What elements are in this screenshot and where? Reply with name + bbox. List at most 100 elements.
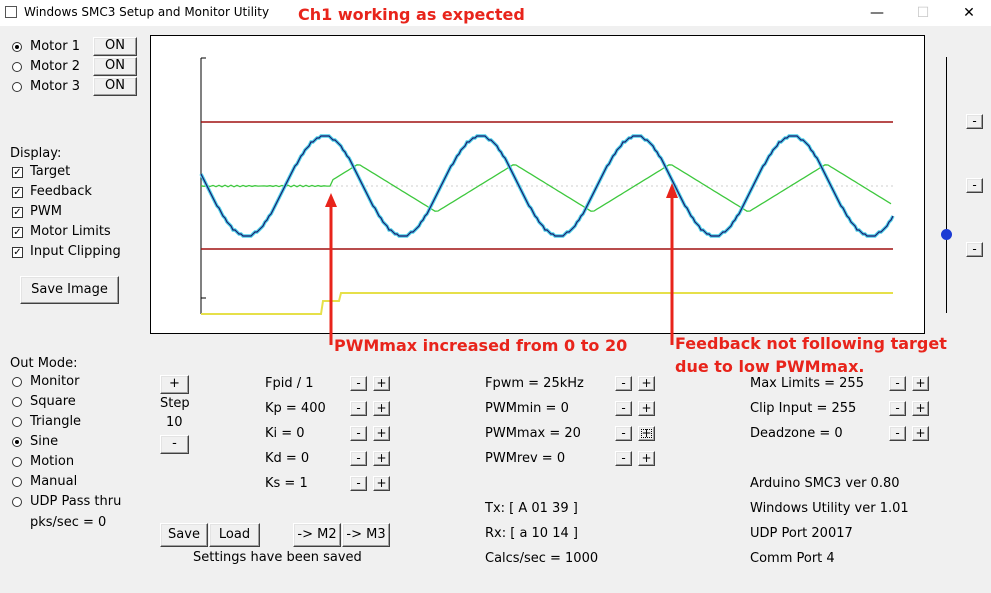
- pwmmin-minus-button[interactable]: -: [615, 401, 632, 416]
- feedback-checkbox[interactable]: ✓: [12, 187, 23, 198]
- kd-minus-button[interactable]: -: [350, 451, 367, 466]
- rx-readout: Rx: [ a 10 14 ]: [485, 526, 578, 541]
- fpwm-minus-button[interactable]: -: [615, 376, 632, 391]
- fpwm-label: Fpwm = 25kHz: [485, 376, 584, 391]
- pwmmax-plus-button[interactable]: +: [638, 426, 655, 441]
- mode-sine-radio[interactable]: [12, 437, 22, 447]
- ks-plus-button[interactable]: +: [373, 476, 390, 491]
- pwmmax-minus-button[interactable]: -: [615, 426, 632, 441]
- copy-to-m2-button[interactable]: -> M2: [293, 523, 341, 547]
- motor-3-label: Motor 3: [30, 79, 80, 94]
- target-checkbox[interactable]: ✓: [12, 167, 23, 178]
- clip-input-minus-button[interactable]: -: [889, 401, 906, 416]
- fpwm-plus-button[interactable]: +: [638, 376, 655, 391]
- settings-status: Settings have been saved: [193, 550, 362, 565]
- max-limits-minus-button[interactable]: -: [889, 376, 906, 391]
- pks-readout: pks/sec = 0: [30, 515, 107, 530]
- maximize-icon[interactable]: ☐: [916, 5, 930, 21]
- pwmmax-label: PWMmax = 20: [485, 426, 581, 441]
- annotation-pwmmax: PWMmax increased from 0 to 20: [334, 336, 628, 355]
- mode-monitor-radio[interactable]: [12, 377, 22, 387]
- load-button[interactable]: Load: [209, 523, 260, 547]
- clip-input-label: Clip Input = 255: [750, 401, 857, 416]
- monitor-chart: [150, 35, 925, 334]
- pwmrev-plus-button[interactable]: +: [638, 451, 655, 466]
- pwmrev-minus-button[interactable]: -: [615, 451, 632, 466]
- annotation-ch1: Ch1 working as expected: [298, 5, 525, 24]
- deadzone-plus-button[interactable]: +: [912, 426, 929, 441]
- kd-label: Kd = 0: [265, 451, 310, 466]
- motor-1-on-button[interactable]: ON: [93, 37, 137, 56]
- tx-readout: Tx: [ A 01 39 ]: [485, 501, 578, 516]
- mode-manual-label: Manual: [30, 474, 78, 489]
- annotation-feedback-line2: due to low PWMmax.: [675, 357, 865, 376]
- motor-1-label: Motor 1: [30, 39, 80, 54]
- step-plus-button[interactable]: +: [160, 375, 189, 394]
- annotation-feedback-line1: Feedback not following target: [675, 334, 947, 353]
- window-title: Windows SMC3 Setup and Monitor Utility: [24, 5, 270, 19]
- ks-minus-button[interactable]: -: [350, 476, 367, 491]
- mode-triangle-radio[interactable]: [12, 417, 22, 427]
- comm-port: Comm Port 4: [750, 551, 835, 566]
- arduino-version: Arduino SMC3 ver 0.80: [750, 476, 900, 491]
- slider-top-button[interactable]: -: [966, 114, 983, 129]
- mode-motion-label: Motion: [30, 454, 75, 469]
- mode-sine-label: Sine: [30, 434, 59, 449]
- motor-2-on-button[interactable]: ON: [93, 57, 137, 76]
- step-value: 10: [166, 415, 183, 430]
- motor-limits-label: Motor Limits: [30, 224, 111, 239]
- mode-triangle-label: Triangle: [30, 414, 82, 429]
- mode-square-radio[interactable]: [12, 397, 22, 407]
- ki-plus-button[interactable]: +: [373, 426, 390, 441]
- mode-square-label: Square: [30, 394, 76, 409]
- mode-manual-radio[interactable]: [12, 477, 22, 487]
- close-icon[interactable]: ✕: [963, 5, 975, 21]
- pwmmin-label: PWMmin = 0: [485, 401, 569, 416]
- title-bar: [0, 0, 991, 26]
- out-mode-heading: Out Mode:: [10, 356, 78, 371]
- chart-scale-slider-thumb[interactable]: [941, 229, 952, 240]
- target-label: Target: [30, 164, 71, 179]
- kp-label: Kp = 400: [265, 401, 326, 416]
- ki-label: Ki = 0: [265, 426, 305, 441]
- motor-1-radio[interactable]: [12, 42, 22, 52]
- feedback-label: Feedback: [30, 184, 92, 199]
- target-line: [200, 135, 894, 237]
- kd-plus-button[interactable]: +: [373, 451, 390, 466]
- ks-label: Ks = 1: [265, 476, 308, 491]
- motor-3-radio[interactable]: [12, 82, 22, 92]
- motor-3-on-button[interactable]: ON: [93, 77, 137, 96]
- calcs-readout: Calcs/sec = 1000: [485, 551, 599, 566]
- utility-version: Windows Utility ver 1.01: [750, 501, 909, 516]
- pwm-line: [201, 292, 893, 315]
- fpid-plus-button[interactable]: +: [373, 376, 390, 391]
- kp-minus-button[interactable]: -: [350, 401, 367, 416]
- save-button[interactable]: Save: [160, 523, 208, 547]
- clip-input-plus-button[interactable]: +: [912, 401, 929, 416]
- save-image-button[interactable]: Save Image: [20, 276, 119, 304]
- copy-to-m3-button[interactable]: -> M3: [342, 523, 390, 547]
- chart-scale-slider-track[interactable]: [946, 57, 947, 313]
- motor-limits-checkbox[interactable]: ✓: [12, 227, 23, 238]
- max-limits-label: Max Limits = 255: [750, 376, 864, 391]
- ki-minus-button[interactable]: -: [350, 426, 367, 441]
- pwmmin-plus-button[interactable]: +: [638, 401, 655, 416]
- mode-udp-radio[interactable]: [12, 497, 22, 507]
- step-minus-button[interactable]: -: [160, 435, 189, 454]
- minimize-icon[interactable]: —: [870, 5, 884, 21]
- kp-plus-button[interactable]: +: [373, 401, 390, 416]
- input-clipping-checkbox[interactable]: ✓: [12, 247, 23, 258]
- udp-port: UDP Port 20017: [750, 526, 853, 541]
- motor-2-radio[interactable]: [12, 62, 22, 72]
- motor-2-label: Motor 2: [30, 59, 80, 74]
- fpid-minus-button[interactable]: -: [350, 376, 367, 391]
- step-label: Step: [160, 396, 190, 411]
- deadzone-minus-button[interactable]: -: [889, 426, 906, 441]
- slider-bottom-button[interactable]: -: [966, 242, 983, 257]
- slider-middle-button[interactable]: -: [966, 178, 983, 193]
- mode-motion-radio[interactable]: [12, 457, 22, 467]
- mode-udp-label: UDP Pass thru: [30, 494, 122, 509]
- input-clipping-label: Input Clipping: [30, 244, 121, 259]
- max-limits-plus-button[interactable]: +: [912, 376, 929, 391]
- pwm-checkbox[interactable]: ✓: [12, 207, 23, 218]
